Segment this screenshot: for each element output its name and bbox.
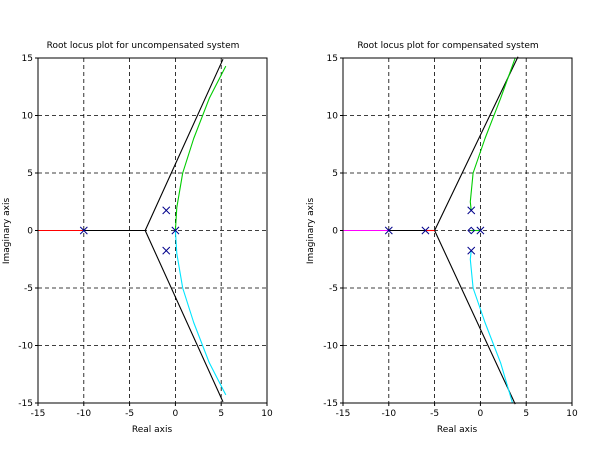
y-tick-label: -10	[18, 342, 33, 352]
pole-stroke	[467, 206, 476, 215]
panel-compensated: Root locus plot for compensated system R…	[306, 41, 578, 435]
series-asymptote-lower	[144, 230, 224, 403]
x-tick-label: 0	[478, 409, 484, 419]
pole-stroke	[171, 226, 180, 235]
x-tick-label: -15	[31, 409, 46, 419]
pole-stroke	[421, 226, 430, 235]
y-tick-label: -15	[18, 399, 33, 409]
series-asymptote-upper	[434, 56, 519, 231]
x-tick-label: 0	[173, 409, 179, 419]
x-axis-label: Real axis	[437, 425, 478, 435]
y-tick-label: 5	[332, 169, 338, 179]
chart-title: Root locus plot for compensated system	[357, 41, 538, 51]
pole-stroke	[384, 226, 393, 235]
x-tick-label: -10	[76, 409, 91, 419]
pole-marker	[421, 226, 430, 235]
x-tick-label: 5	[523, 409, 529, 419]
pole-stroke	[162, 206, 171, 215]
x-tick-label: 10	[566, 409, 578, 419]
x-tick-label: 5	[218, 409, 224, 419]
pole-marker	[162, 206, 171, 215]
series-branch-upper	[174, 65, 227, 231]
x-tick-label: 10	[261, 409, 273, 419]
pole-marker	[467, 246, 476, 255]
series-branch-lower	[469, 250, 514, 404]
series-branch-lower	[174, 230, 227, 396]
pole-marker	[79, 226, 88, 235]
x-tick-label: -5	[125, 409, 134, 419]
pole-marker	[171, 226, 180, 235]
pole-stroke	[476, 226, 485, 235]
pole-marker	[162, 246, 171, 255]
y-tick-label: -5	[24, 284, 33, 294]
y-tick-label: 5	[27, 169, 33, 179]
y-tick-label: -5	[329, 284, 338, 294]
y-tick-label: 0	[27, 227, 33, 237]
y-tick-label: 15	[327, 54, 338, 64]
zero-marker	[467, 226, 476, 235]
x-tick-label: -15	[336, 409, 351, 419]
pole-stroke	[162, 246, 171, 255]
pole-marker	[467, 206, 476, 215]
pole-stroke	[79, 226, 88, 235]
series-asymptote-lower	[434, 230, 516, 405]
chart-title: Root locus plot for uncompensated system	[47, 41, 240, 51]
y-tick-label: 10	[327, 112, 339, 122]
y-axis-label: Imaginary axis	[2, 198, 12, 265]
y-tick-label: 0	[332, 227, 338, 237]
pole-marker	[384, 226, 393, 235]
pole-marker	[476, 226, 485, 235]
y-tick-label: -10	[323, 342, 338, 352]
series-branch-upper	[469, 57, 516, 211]
y-tick-label: 15	[22, 54, 33, 64]
pole-stroke	[467, 246, 476, 255]
x-axis-label: Real axis	[132, 425, 173, 435]
x-tick-label: -5	[430, 409, 439, 419]
y-axis-label: Imaginary axis	[306, 198, 316, 265]
x-tick-label: -10	[381, 409, 396, 419]
y-tick-label: 10	[22, 112, 34, 122]
series-asymptote-upper	[144, 58, 224, 231]
panel-uncompensated: Root locus plot for uncompensated system…	[2, 41, 273, 435]
y-tick-label: -15	[323, 399, 338, 409]
